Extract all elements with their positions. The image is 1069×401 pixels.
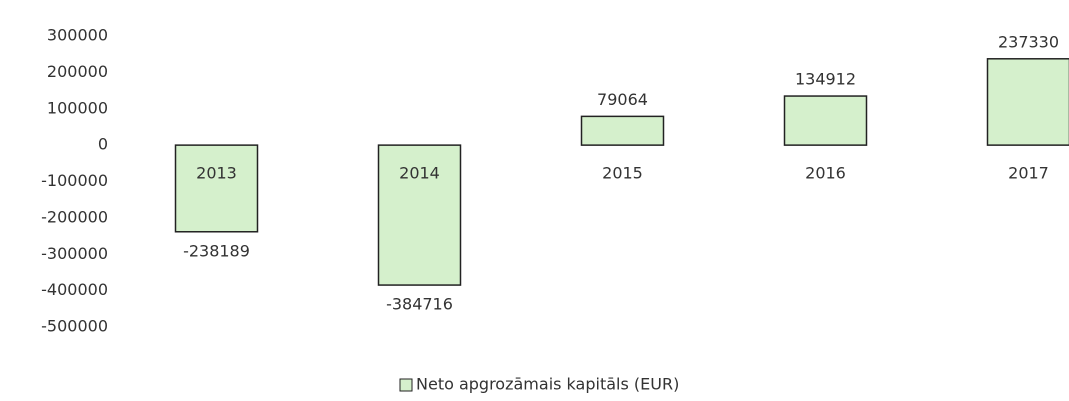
bar [174,144,259,233]
bar [377,144,462,286]
data-label: 134912 [795,70,856,89]
data-label: 237330 [998,32,1059,51]
y-tick-label: -300000 [41,244,108,263]
legend-swatch [399,378,413,392]
x-tick-label: 2015 [602,164,643,183]
y-tick-label: 300000 [47,26,108,45]
bar [580,115,665,146]
data-label: -384716 [386,295,453,314]
y-tick-label: -500000 [41,317,108,336]
y-tick-label: 100000 [47,98,108,117]
x-tick-label: 2017 [1008,164,1049,183]
y-tick-label: -100000 [41,171,108,190]
data-label: 79064 [597,90,648,109]
y-tick-label: 200000 [47,62,108,81]
x-tick-label: 2013 [196,164,237,183]
x-tick-label: 2014 [399,164,440,183]
data-label: -238189 [183,241,250,260]
y-tick-label: -200000 [41,207,108,226]
y-tick-label: 0 [98,135,108,154]
bar [986,58,1069,146]
y-tick-label: -400000 [41,280,108,299]
legend-label: Neto apgrozāmais kapitāls (EUR) [416,375,679,394]
x-tick-label: 2016 [805,164,846,183]
bar [783,95,868,146]
